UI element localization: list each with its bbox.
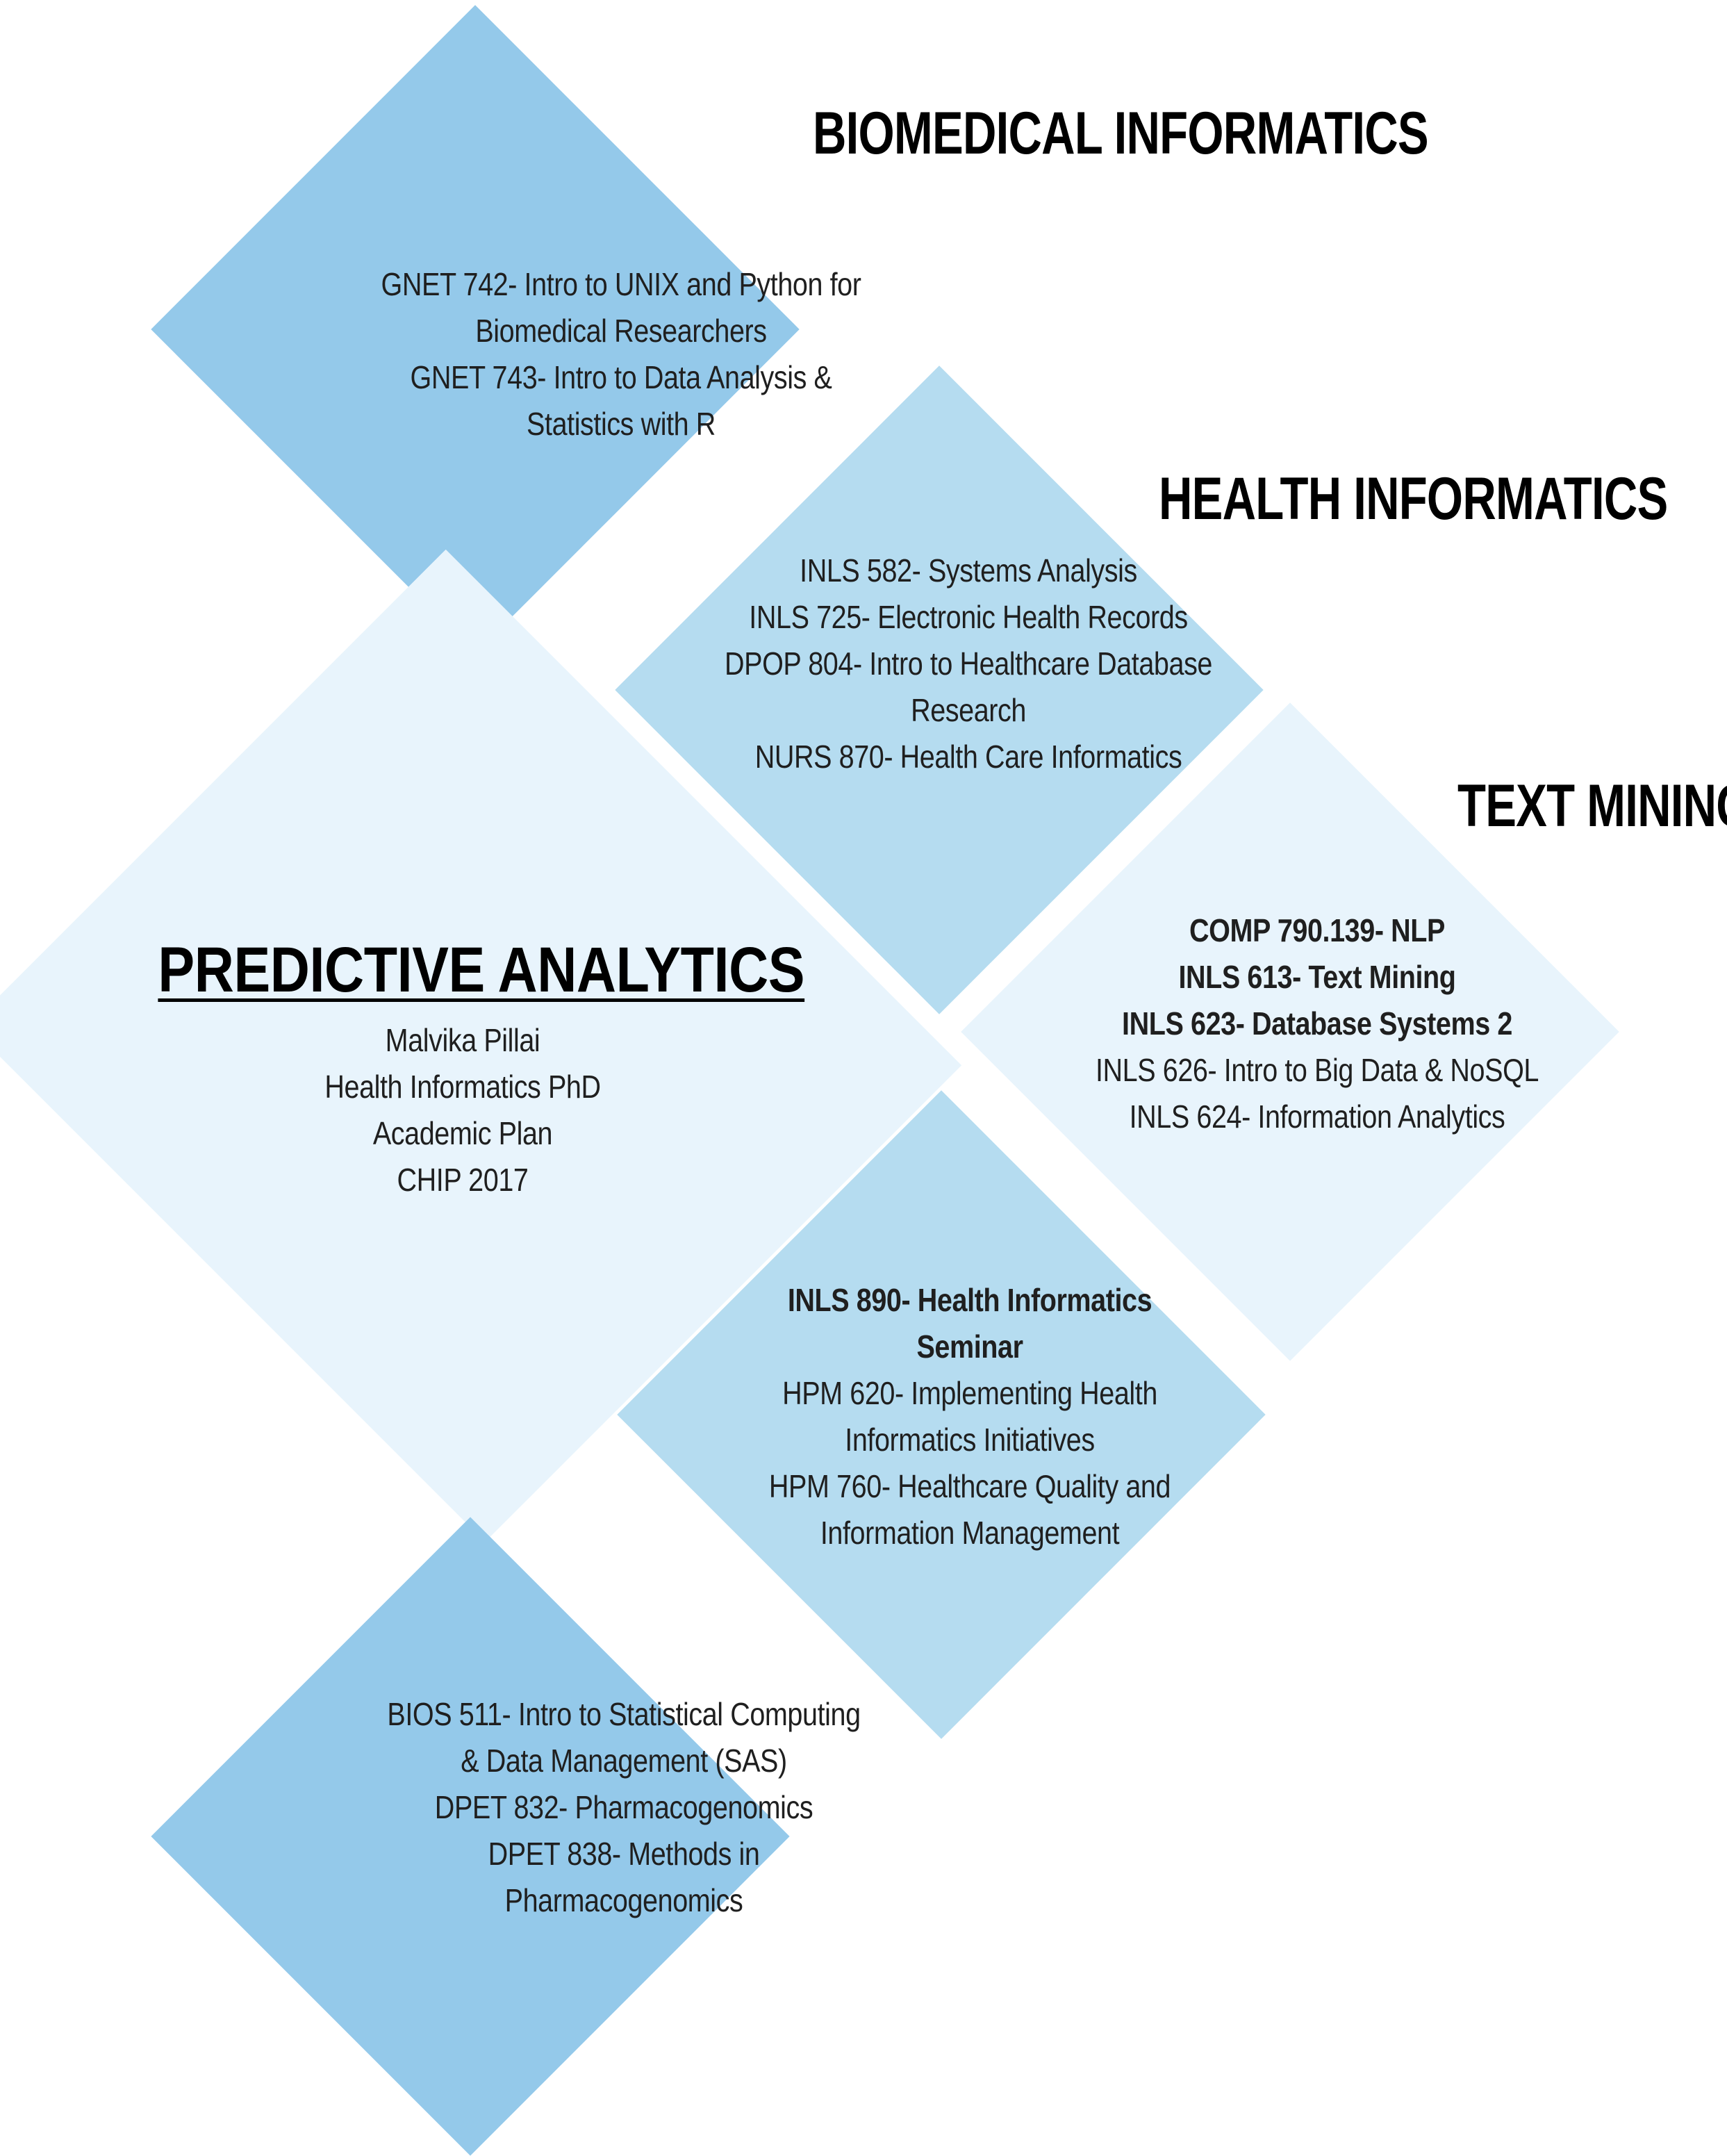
course-line: HPM 620- Implementing Health [782, 1375, 1157, 1411]
course-line: NURS 870- Health Care Informatics [754, 739, 1182, 775]
stats-course-list: BIOS 511- Intro to Statistical Computing… [319, 1691, 928, 1924]
course-plan-diagram: BIOMEDICAL INFORMATICS HEALTH INFORMATIC… [0, 5, 1727, 2156]
info-line: CHIP 2017 [397, 1162, 529, 1198]
course-line: Informatics Initiatives [845, 1422, 1095, 1458]
course-line: DPET 838- Methods in [488, 1836, 760, 1872]
course-line: INLS 624- Information Analytics [1129, 1098, 1505, 1135]
course-line: Statistics with R [527, 406, 716, 442]
text-mining-course-list: COMP 790.139- NLP INLS 613- Text Mining … [1012, 907, 1621, 1140]
course-line: Information Management [820, 1515, 1120, 1551]
course-line: INLS 890- Health Informatics [787, 1282, 1152, 1318]
predictive-center-text: PREDICTIVE ANALYTICS Malvika Pillai Heal… [158, 935, 805, 1203]
info-line: Academic Plan [372, 1115, 553, 1151]
health-heading: HEALTH INFORMATICS [1159, 466, 1668, 532]
course-line: BIOS 511- Intro to Statistical Computing [387, 1696, 861, 1732]
seminar-course-list: INLS 890- Health Informatics Seminar HPM… [665, 1277, 1274, 1556]
course-line: GNET 743- Intro to Data Analysis & [410, 359, 832, 395]
course-line: COMP 790.139- NLP [1189, 912, 1445, 948]
info-line: Malvika Pillai [385, 1022, 540, 1058]
biomedical-heading: BIOMEDICAL INFORMATICS [813, 100, 1429, 167]
course-line: INLS 623- Database Systems 2 [1122, 1005, 1512, 1042]
course-line: HPM 760- Healthcare Quality and [768, 1468, 1171, 1504]
text-mining-heading: TEXT MINING [1457, 773, 1727, 839]
info-line: Health Informatics PhD [324, 1069, 601, 1105]
course-line: DPOP 804- Intro to Healthcare Database [724, 645, 1213, 682]
course-line: INLS 582- Systems Analysis [800, 552, 1137, 589]
course-line: DPET 832- Pharmacogenomics [434, 1789, 813, 1825]
course-line: Pharmacogenomics [504, 1882, 743, 1918]
course-line: INLS 626- Intro to Big Data & NoSQL [1095, 1052, 1539, 1088]
course-line: GNET 742- Intro to UNIX and Python for [381, 266, 861, 302]
course-line: Research [911, 692, 1026, 728]
health-course-list: INLS 582- Systems Analysis INLS 725- Ele… [663, 548, 1273, 780]
page-title: PREDICTIVE ANALYTICS [158, 935, 805, 1005]
course-line: & Data Management (SAS) [461, 1743, 787, 1779]
course-line: Biomedical Researchers [475, 313, 767, 349]
biomedical-course-list: GNET 742- Intro to UNIX and Python for B… [316, 261, 925, 447]
course-line: INLS 725- Electronic Health Records [749, 599, 1188, 635]
course-line: INLS 613- Text Mining [1178, 959, 1456, 995]
course-line: Seminar [916, 1328, 1023, 1365]
